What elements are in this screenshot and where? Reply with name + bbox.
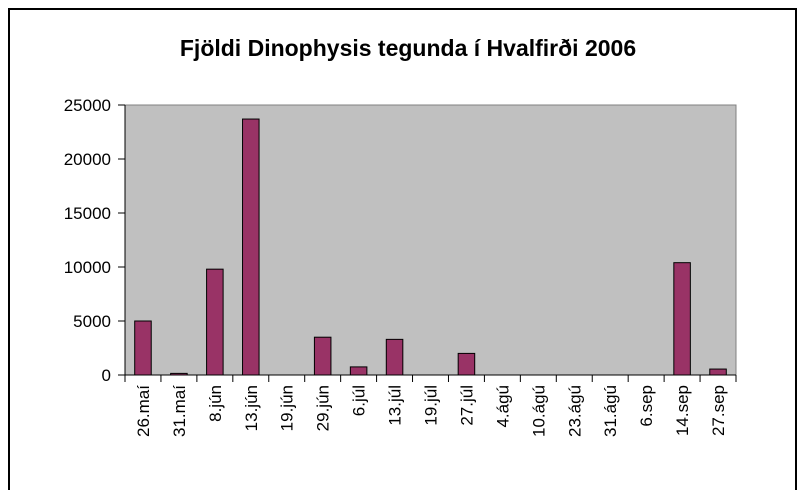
- x-tick-label: 6.sep: [637, 385, 656, 427]
- x-tick-label: 19.júl: [422, 385, 441, 426]
- bar: [673, 262, 691, 376]
- x-tick-label: 10.ágú: [529, 385, 548, 437]
- x-tick-label: 27.sep: [709, 385, 728, 436]
- x-tick-label: 27.júl: [457, 385, 476, 426]
- bar: [206, 268, 224, 376]
- y-tick-label: 5000: [73, 312, 111, 331]
- bar: [134, 320, 152, 376]
- bar: [385, 338, 404, 376]
- chart-border: [8, 8, 797, 490]
- x-tick-label: 4.ágú: [493, 385, 512, 428]
- bar: [313, 336, 332, 376]
- x-tick-label: 13.jún: [242, 385, 261, 431]
- bar: [242, 118, 260, 376]
- y-tick-label: 20000: [64, 150, 111, 169]
- x-tick-label: 8.jún: [206, 385, 225, 422]
- x-tick-label: 6.júl: [350, 385, 369, 416]
- y-tick-label: 25000: [64, 96, 111, 115]
- x-tick-label: 14.sep: [673, 385, 692, 436]
- x-tick-label: 19.jún: [278, 385, 297, 431]
- x-tick-label: 29.jún: [314, 385, 333, 431]
- x-tick-label: 31.ágú: [601, 385, 620, 437]
- plot-area: [124, 104, 737, 376]
- y-tick-label: 0: [102, 366, 111, 385]
- bar: [457, 352, 476, 376]
- y-tick-label: 10000: [64, 258, 111, 277]
- bar: [349, 366, 368, 376]
- x-tick-label: 31.maí: [170, 385, 189, 437]
- bar: [709, 368, 727, 376]
- x-tick-label: 13.júl: [386, 385, 405, 426]
- chart-title: Fjöldi Dinophysis tegunda í Hvalfirði 20…: [180, 35, 636, 61]
- x-tick-label: 26.maí: [134, 385, 153, 437]
- x-tick-label: 23.ágú: [565, 385, 584, 437]
- y-tick-label: 15000: [64, 204, 111, 223]
